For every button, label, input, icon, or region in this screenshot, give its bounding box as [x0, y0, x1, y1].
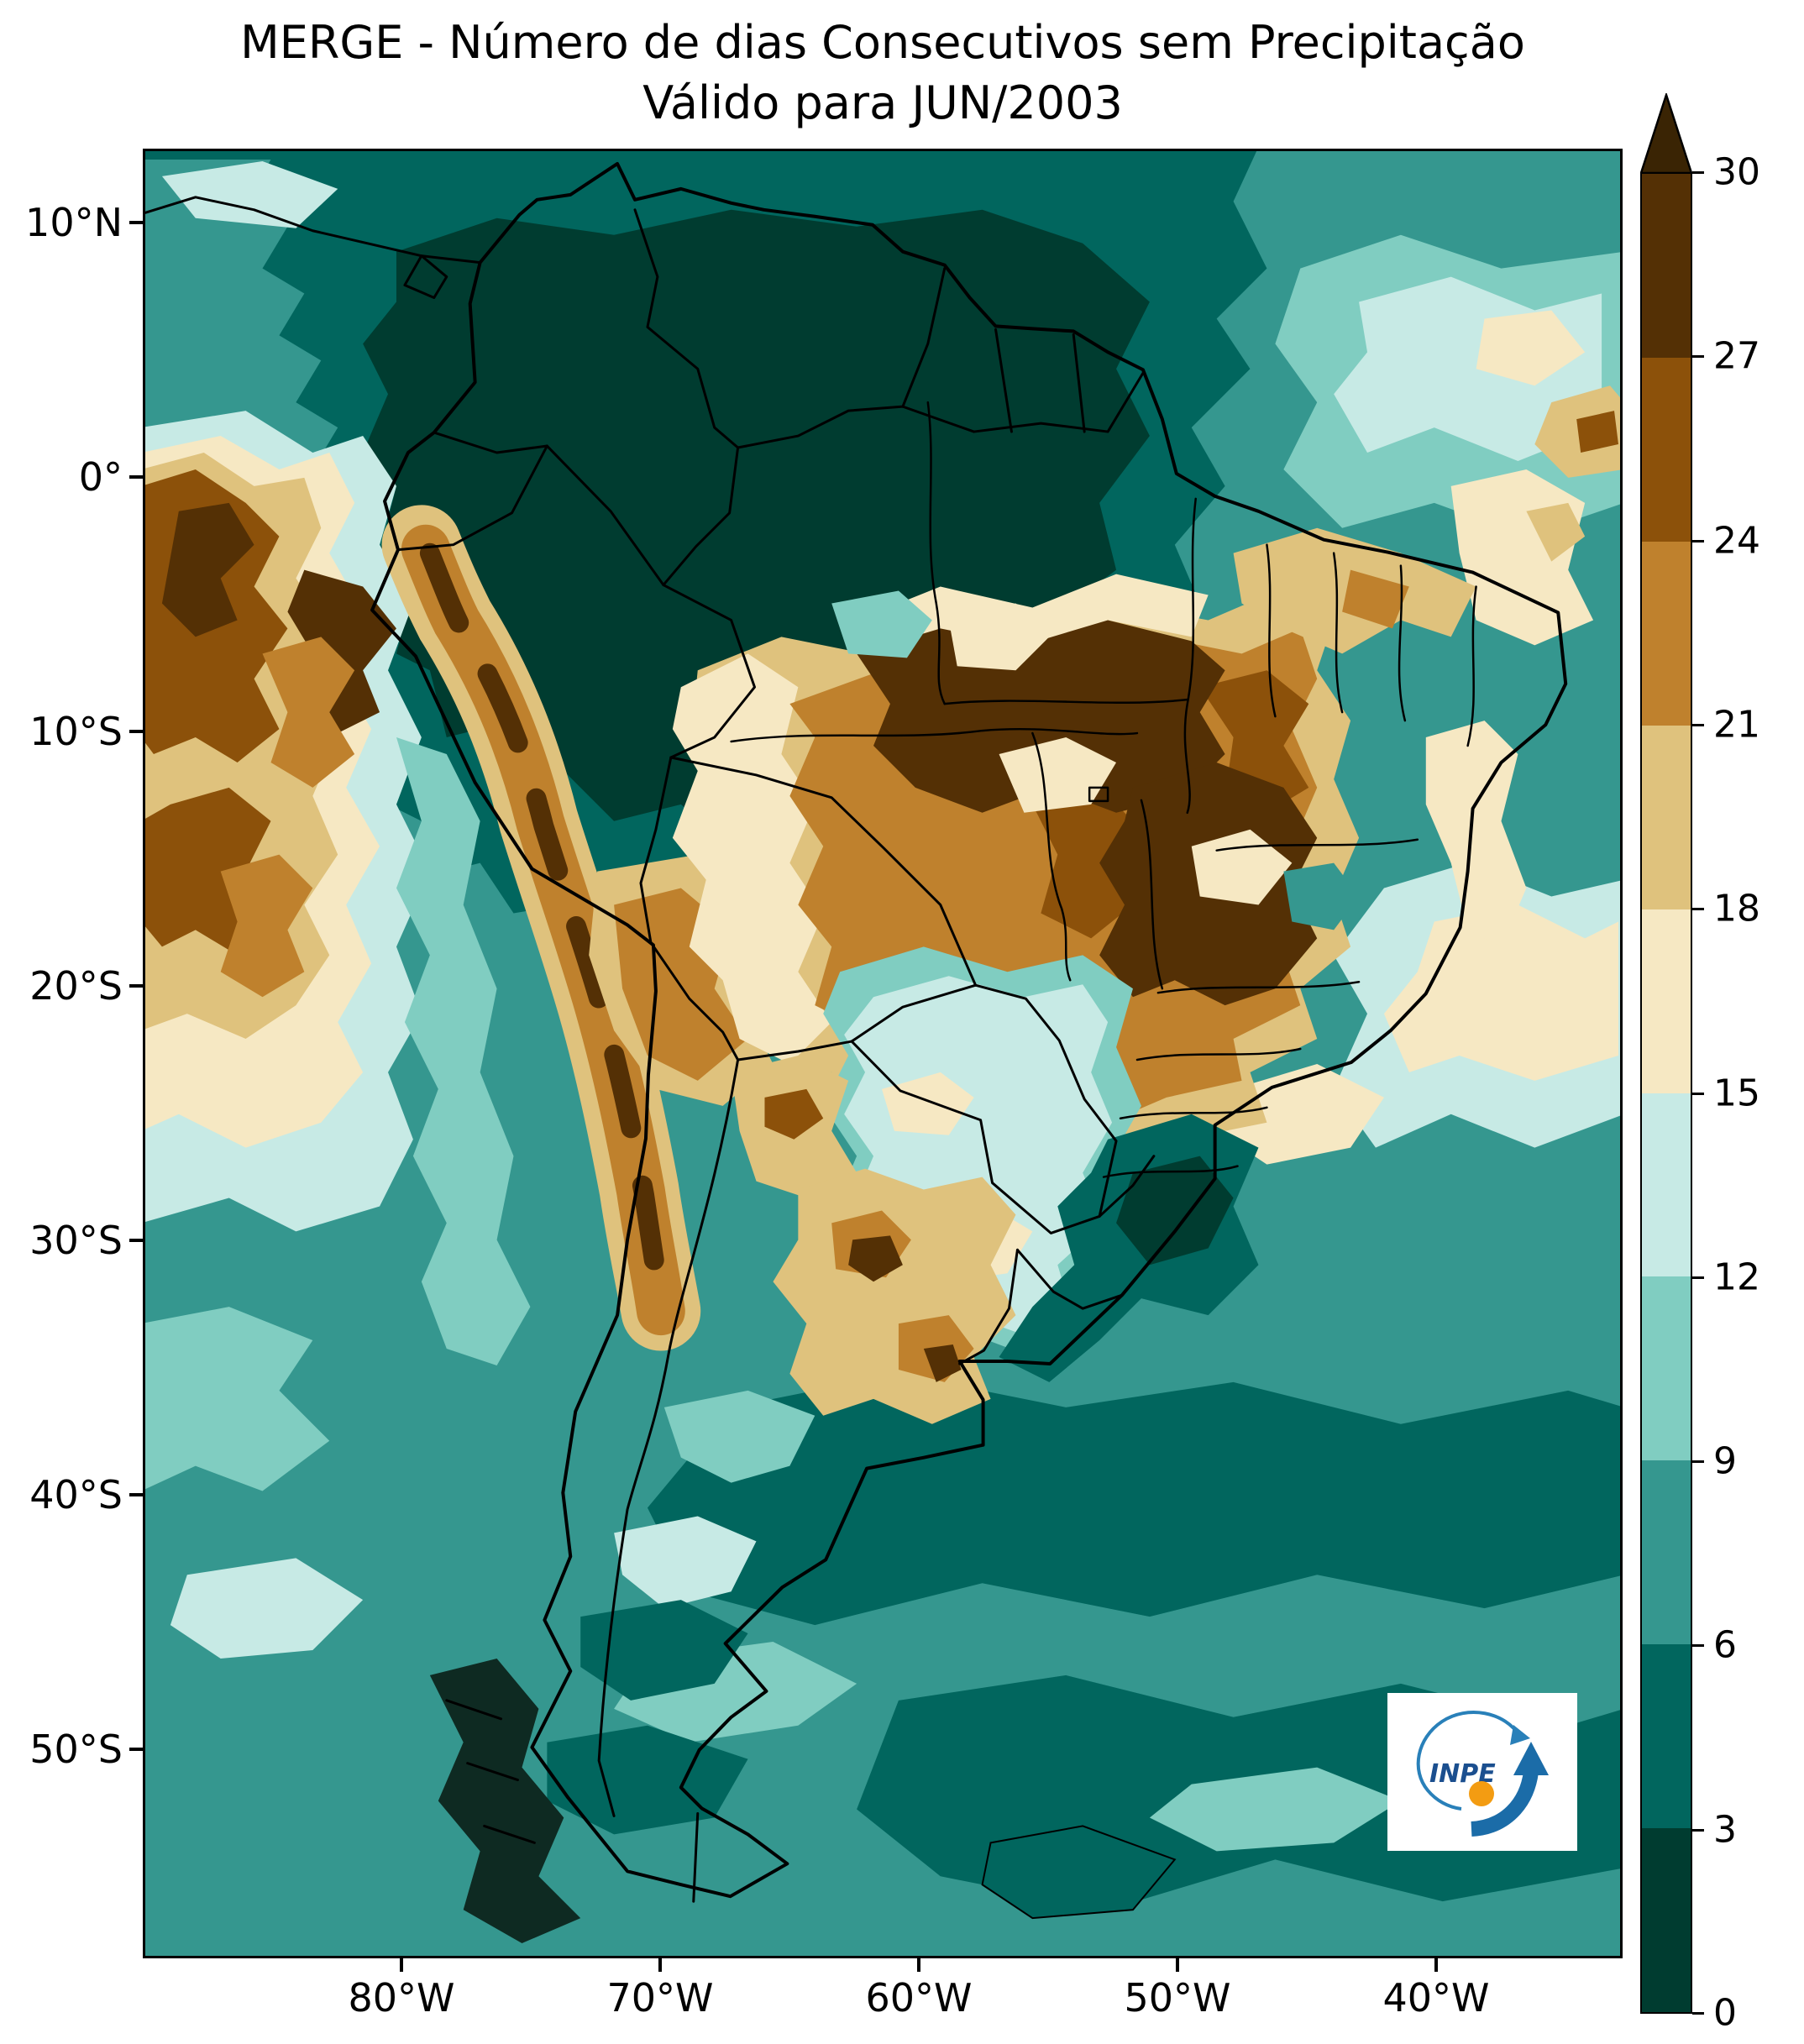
colorbar-tick	[1692, 540, 1704, 542]
colorbar-segment	[1642, 174, 1691, 358]
south-america-precipitation-map	[145, 151, 1620, 1956]
x-axis-tick	[400, 1958, 403, 1972]
colorbar-segment	[1642, 1093, 1691, 1277]
colorbar-label: 30	[1713, 150, 1760, 194]
colorbar-segment	[1642, 1276, 1691, 1461]
y-axis-label: 0°	[78, 454, 123, 500]
colorbar-tick	[1692, 724, 1704, 726]
colorbar-segment	[1642, 725, 1691, 909]
y-axis-label: 10°N	[25, 200, 123, 245]
x-axis-label: 60°W	[865, 1975, 973, 2020]
colorbar-tick	[1692, 1276, 1704, 1279]
colorbar-label: 24	[1713, 519, 1760, 563]
y-axis-label: 10°S	[29, 709, 123, 754]
x-axis-label: 40°W	[1382, 1975, 1490, 2020]
colorbar-tick	[1692, 1644, 1704, 1647]
y-axis-tick	[129, 984, 143, 988]
colorbar-tick	[1692, 1460, 1704, 1463]
colorbar-tick	[1692, 908, 1704, 910]
colorbar-tick	[1692, 1093, 1704, 1095]
y-axis-label: 20°S	[29, 963, 123, 1009]
y-axis-tick	[129, 475, 143, 479]
x-axis-label: 50°W	[1124, 1975, 1231, 2020]
y-axis-label: 40°S	[29, 1472, 123, 1517]
figure-title-line1: MERGE - Número de dias Consecutivos sem …	[240, 16, 1525, 69]
colorbar-label: 0	[1713, 1991, 1737, 2035]
inpe-logo: INPE	[1387, 1693, 1577, 1851]
x-axis-tick	[658, 1958, 662, 1972]
y-axis-tick	[129, 1748, 143, 1751]
colorbar-label: 21	[1713, 703, 1760, 747]
colorbar-label: 9	[1713, 1439, 1737, 1483]
colorbar	[1640, 172, 1692, 2014]
colorbar-segment	[1642, 357, 1691, 542]
colorbar-tick	[1692, 1829, 1704, 1832]
colorbar-extend-arrow	[1640, 93, 1692, 174]
y-axis-tick	[129, 221, 143, 224]
colorbar-label: 3	[1713, 1808, 1737, 1852]
x-axis-tick	[1176, 1958, 1179, 1972]
colorbar-label: 6	[1713, 1623, 1737, 1667]
colorbar-label: 15	[1713, 1072, 1760, 1115]
inpe-logo-graphic: INPE	[1416, 1711, 1549, 1837]
x-axis-tick	[1434, 1958, 1438, 1972]
colorbar-label: 27	[1713, 334, 1760, 378]
map-area	[143, 149, 1623, 1958]
y-axis-tick	[129, 730, 143, 733]
state-borders	[730, 401, 1477, 1178]
precipitation-raster	[145, 151, 1620, 1956]
colorbar-label: 18	[1713, 887, 1760, 930]
colorbar-segment	[1642, 1828, 1691, 2013]
colorbar-tick	[1692, 171, 1704, 174]
y-axis-tick	[129, 1239, 143, 1242]
coastline	[370, 161, 1568, 1899]
country-borders	[145, 196, 1156, 1903]
colorbar-segment	[1642, 541, 1691, 726]
colorbar-tick	[1692, 2012, 1704, 2015]
y-axis-label: 50°S	[29, 1727, 123, 1772]
colorbar-segment	[1642, 1460, 1691, 1645]
inpe-logo-orange-dot	[1469, 1781, 1494, 1806]
x-axis-tick	[917, 1958, 920, 1972]
colorbar-label: 12	[1713, 1255, 1760, 1299]
x-axis-label: 70°W	[606, 1975, 714, 2020]
colorbar-tick	[1692, 355, 1704, 358]
y-axis-tick	[129, 1493, 143, 1496]
colorbar-segment	[1642, 909, 1691, 1093]
figure-title-line2: Válido para JUN/2003	[642, 76, 1123, 129]
x-axis-label: 80°W	[348, 1975, 455, 2020]
y-axis-label: 30°S	[29, 1218, 123, 1263]
colorbar-segment	[1642, 1644, 1691, 1829]
